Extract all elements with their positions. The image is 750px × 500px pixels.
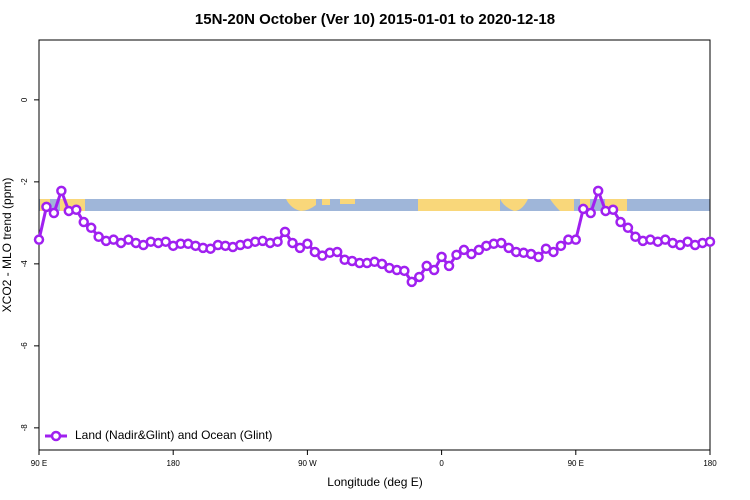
data-point [578,203,589,215]
data-point [630,231,641,243]
data-point [85,222,97,234]
data-point [331,246,343,258]
data-point [443,260,455,272]
data-point [466,248,477,260]
x-axis-label: Longitude (deg E) [327,475,422,489]
chart-title: 15N-20N October (Ver 10) 2015-01-01 to 2… [195,11,555,28]
y-tick-label: -2 [20,178,29,186]
data-point [622,222,634,234]
data-point [615,216,626,228]
data-point [570,234,582,245]
x-tick-label: 90 E [568,459,584,468]
y-tick-label: -8 [20,424,29,432]
data-point [376,258,388,270]
data-point [56,185,67,197]
y-axis-label: XCO2 - MLO trend (ppm) [0,178,14,313]
data-point [413,271,425,283]
data-point [294,242,306,254]
data-point [287,237,298,249]
legend-marker [50,430,62,442]
data-point [48,207,60,219]
data-point [585,207,596,219]
data-point [33,234,45,245]
data-point [704,236,716,247]
data-point [555,240,567,252]
data-point [607,204,619,215]
data-point [503,242,514,254]
x-tick-label: 180 [167,459,181,468]
x-tick-label: 180 [703,459,717,468]
data-point [93,231,104,243]
data-point [272,236,283,247]
data-point [548,246,559,258]
data-point [495,237,507,249]
data-point [302,238,313,250]
data-point [592,185,604,197]
y-tick-label: -4 [20,260,29,268]
x-tick-label: 0 [439,459,444,468]
x-tick-label: 90 E [31,459,47,468]
y-tick-label: -6 [20,342,29,350]
legend-label: Land (Nadir&Glint) and Ocean (Glint) [75,428,272,442]
data-point [160,236,171,247]
data-point [279,226,291,238]
data-point [406,276,418,288]
data-point [458,244,470,256]
data-point [78,216,89,228]
data-point [451,249,462,261]
data-point [473,244,485,256]
data-point [399,265,410,277]
data-point [533,251,544,263]
y-tick-label: 0 [20,97,29,102]
data-point [428,264,440,276]
data-point [41,201,52,213]
data-point [421,260,432,272]
data-point [436,251,447,263]
data-point [71,204,82,215]
x-tick-label: 90 W [298,459,317,468]
